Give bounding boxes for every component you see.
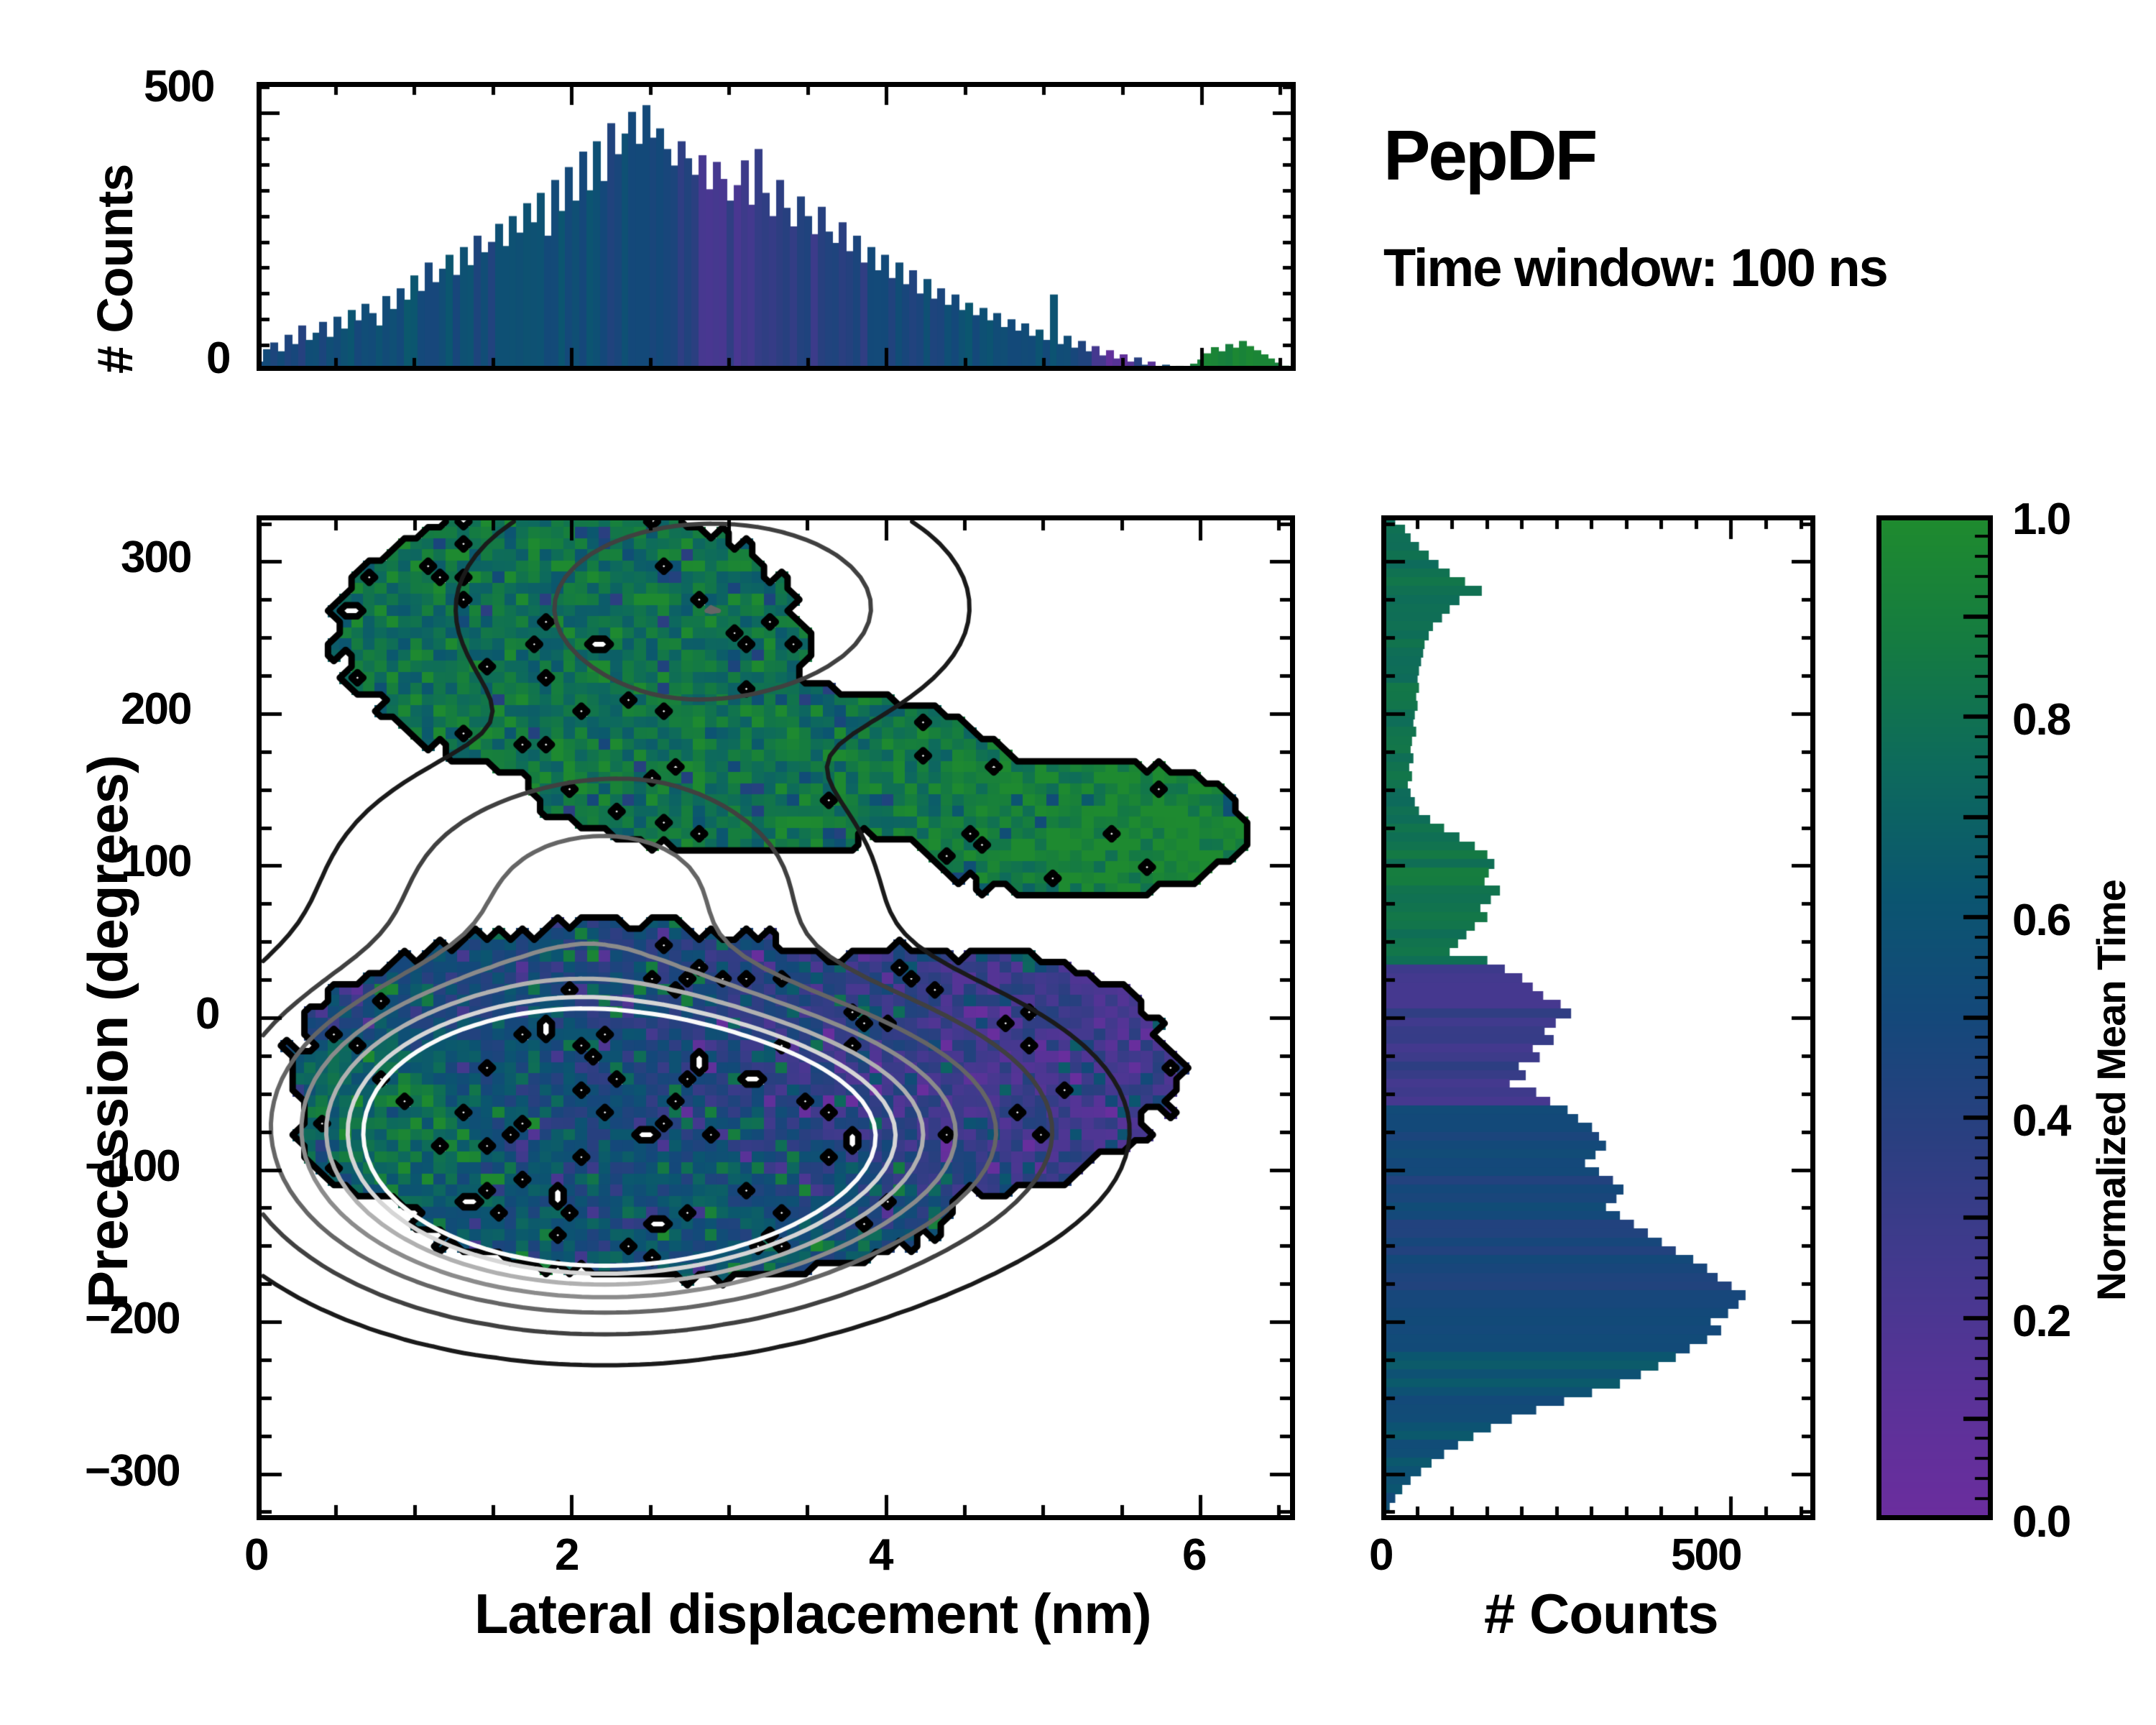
main-ytick-m200: −200 [85,1294,181,1343]
main-ytick-m100: −100 [85,1141,181,1191]
figure-subtitle: Time window: 100 ns [1383,238,1889,298]
colorbar-tick-0-8: 0.8 [2012,695,2071,745]
main-plot-xlabel: Lateral displacement (nm) [474,1582,1152,1645]
colorbar-tick-0-6: 0.6 [2012,896,2071,945]
right-hist-xtick-500: 500 [1671,1530,1742,1580]
top-marginal-histogram-canvas [257,82,1296,371]
top-hist-ytick-500: 500 [144,62,215,111]
main-ytick-200: 200 [121,684,192,734]
main-ytick-300: 300 [121,533,192,582]
colorbar-gradient [1877,516,1992,1519]
colorbar-tick-0-0: 0.0 [2012,1497,2071,1547]
main-xtick-2: 2 [555,1530,580,1580]
top-hist-ytick-0: 0 [206,334,231,383]
colorbar-label: Normalized Mean Time [2088,880,2134,1301]
right-histogram-xlabel: # Counts [1484,1582,1719,1645]
right-hist-xtick-0: 0 [1369,1530,1394,1580]
main-heatmap-canvas [257,516,1294,1519]
colorbar-tick-0-4: 0.4 [2012,1096,2071,1146]
main-ytick-100: 100 [121,837,192,886]
main-xtick-0: 0 [244,1530,270,1580]
main-xtick-4: 4 [869,1530,894,1580]
colorbar-tick-0-2: 0.2 [2012,1297,2071,1346]
figure-title: PepDF [1383,116,1598,195]
main-plot-ylabel: Precession (degrees) [76,755,139,1308]
main-ytick-0: 0 [195,989,221,1039]
right-marginal-histogram-canvas [1382,516,1815,1519]
top-histogram-ylabel: # Counts [87,164,143,374]
main-ytick-m300: −300 [85,1446,181,1496]
main-xtick-6: 6 [1182,1530,1207,1580]
colorbar-tick-1-0: 1.0 [2012,494,2071,544]
